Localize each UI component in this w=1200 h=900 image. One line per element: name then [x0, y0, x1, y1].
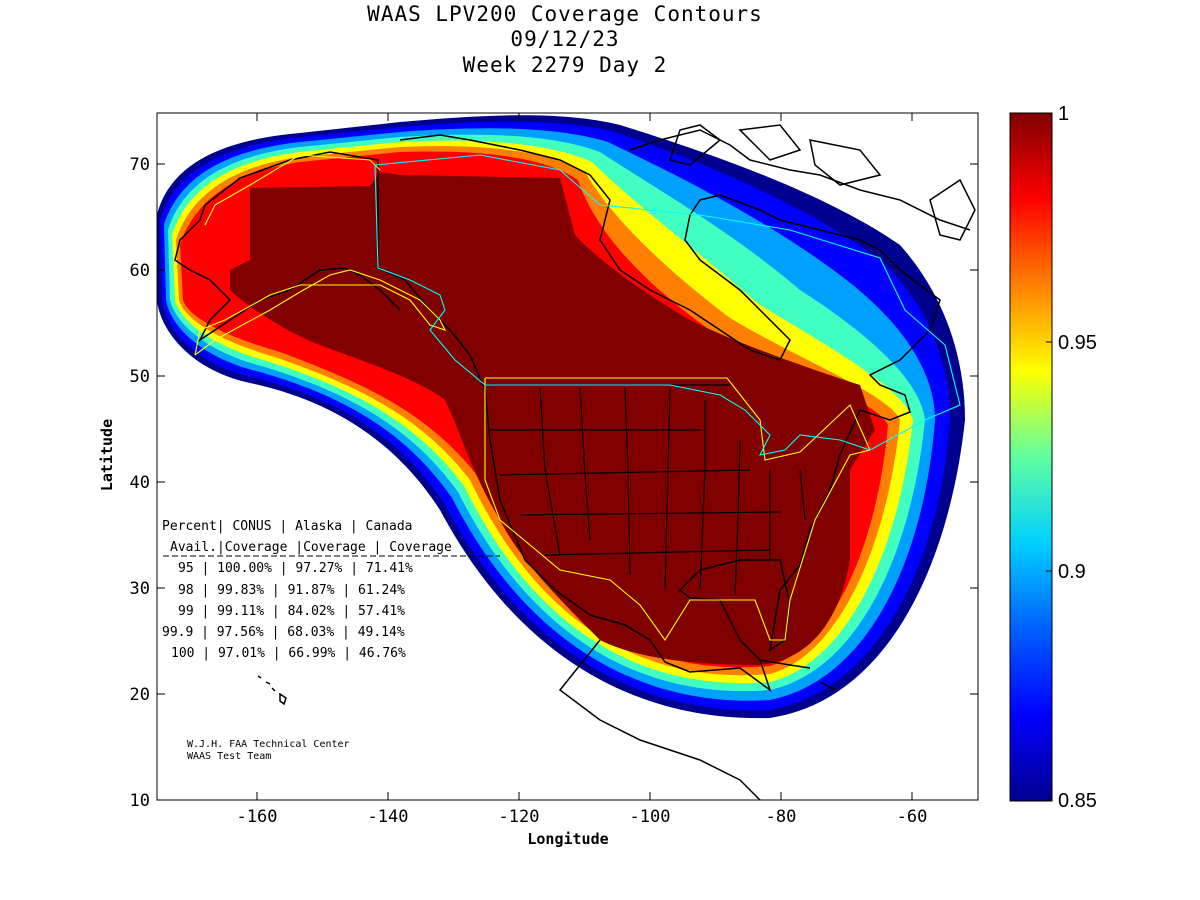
table-row: 98 | 99.83% | 91.87% | 61.24% — [178, 583, 405, 598]
canada-region-outline — [374, 154, 961, 456]
conus-region-outline — [484, 377, 871, 641]
colorbar-tick-label: 0.95 — [1058, 332, 1097, 354]
x-tick-label: -120 — [499, 807, 540, 827]
alaska-region-outline-north — [204, 154, 381, 226]
hawaii-islands — [257, 675, 287, 706]
y-tick-label: 70 — [130, 155, 150, 175]
y-tick-label: 10 — [130, 791, 150, 811]
x-tick-label: -100 — [630, 807, 671, 827]
credit-line-2: WAAS Test Team — [187, 751, 271, 762]
colorbar — [1009, 112, 1053, 802]
colorbar-tick-label: 1 — [1058, 103, 1069, 125]
y-tick-label: 30 — [130, 579, 150, 599]
y-tick-label: 60 — [130, 261, 150, 281]
x-axis-label: Longitude — [527, 830, 608, 848]
colorbar-tick-label: 0.9 — [1058, 561, 1086, 583]
map-gps-week: Week 2279 Day 2 — [462, 53, 668, 77]
tick-marks — [157, 113, 978, 800]
alaska-region-outline — [194, 269, 447, 356]
colorbar-tick-label: 0.85 — [1058, 790, 1097, 812]
coverage-table: Percent| CONUS | Alaska | Canada Avail.|… — [162, 519, 500, 661]
table-row: 100 | 97.01% | 66.99% | 46.76% — [171, 646, 406, 661]
y-tick-label: 50 — [130, 367, 150, 387]
colorbar-ticks — [1046, 112, 1052, 801]
table-header-row1: Percent| CONUS | Alaska | Canada — [162, 519, 413, 534]
table-header-row2: Avail.|Coverage |Coverage | Coverage — [170, 540, 452, 555]
credit-line-1: W.J.H. FAA Technical Center — [187, 739, 350, 750]
contour-100 — [230, 172, 875, 665]
x-tick-label: -80 — [766, 807, 797, 827]
x-tick-label: -140 — [368, 807, 409, 827]
plot-frame — [156, 112, 979, 801]
region-outlines — [194, 154, 961, 641]
map-date: 09/12/23 — [510, 27, 620, 51]
y-tick-label: 40 — [130, 473, 150, 493]
x-tick-label: -160 — [237, 807, 278, 827]
map-title: WAAS LPV200 Coverage Contours — [367, 2, 763, 26]
table-row: 99 | 99.11% | 84.02% | 57.41% — [178, 604, 405, 619]
y-axis-label: Latitude — [98, 419, 116, 491]
table-row: 99.9 | 97.56% | 68.03% | 49.14% — [162, 625, 405, 640]
y-tick-label: 20 — [130, 685, 150, 705]
x-tick-label: -60 — [897, 807, 928, 827]
table-row: 95 | 100.00% | 97.27% | 71.41% — [178, 561, 413, 576]
